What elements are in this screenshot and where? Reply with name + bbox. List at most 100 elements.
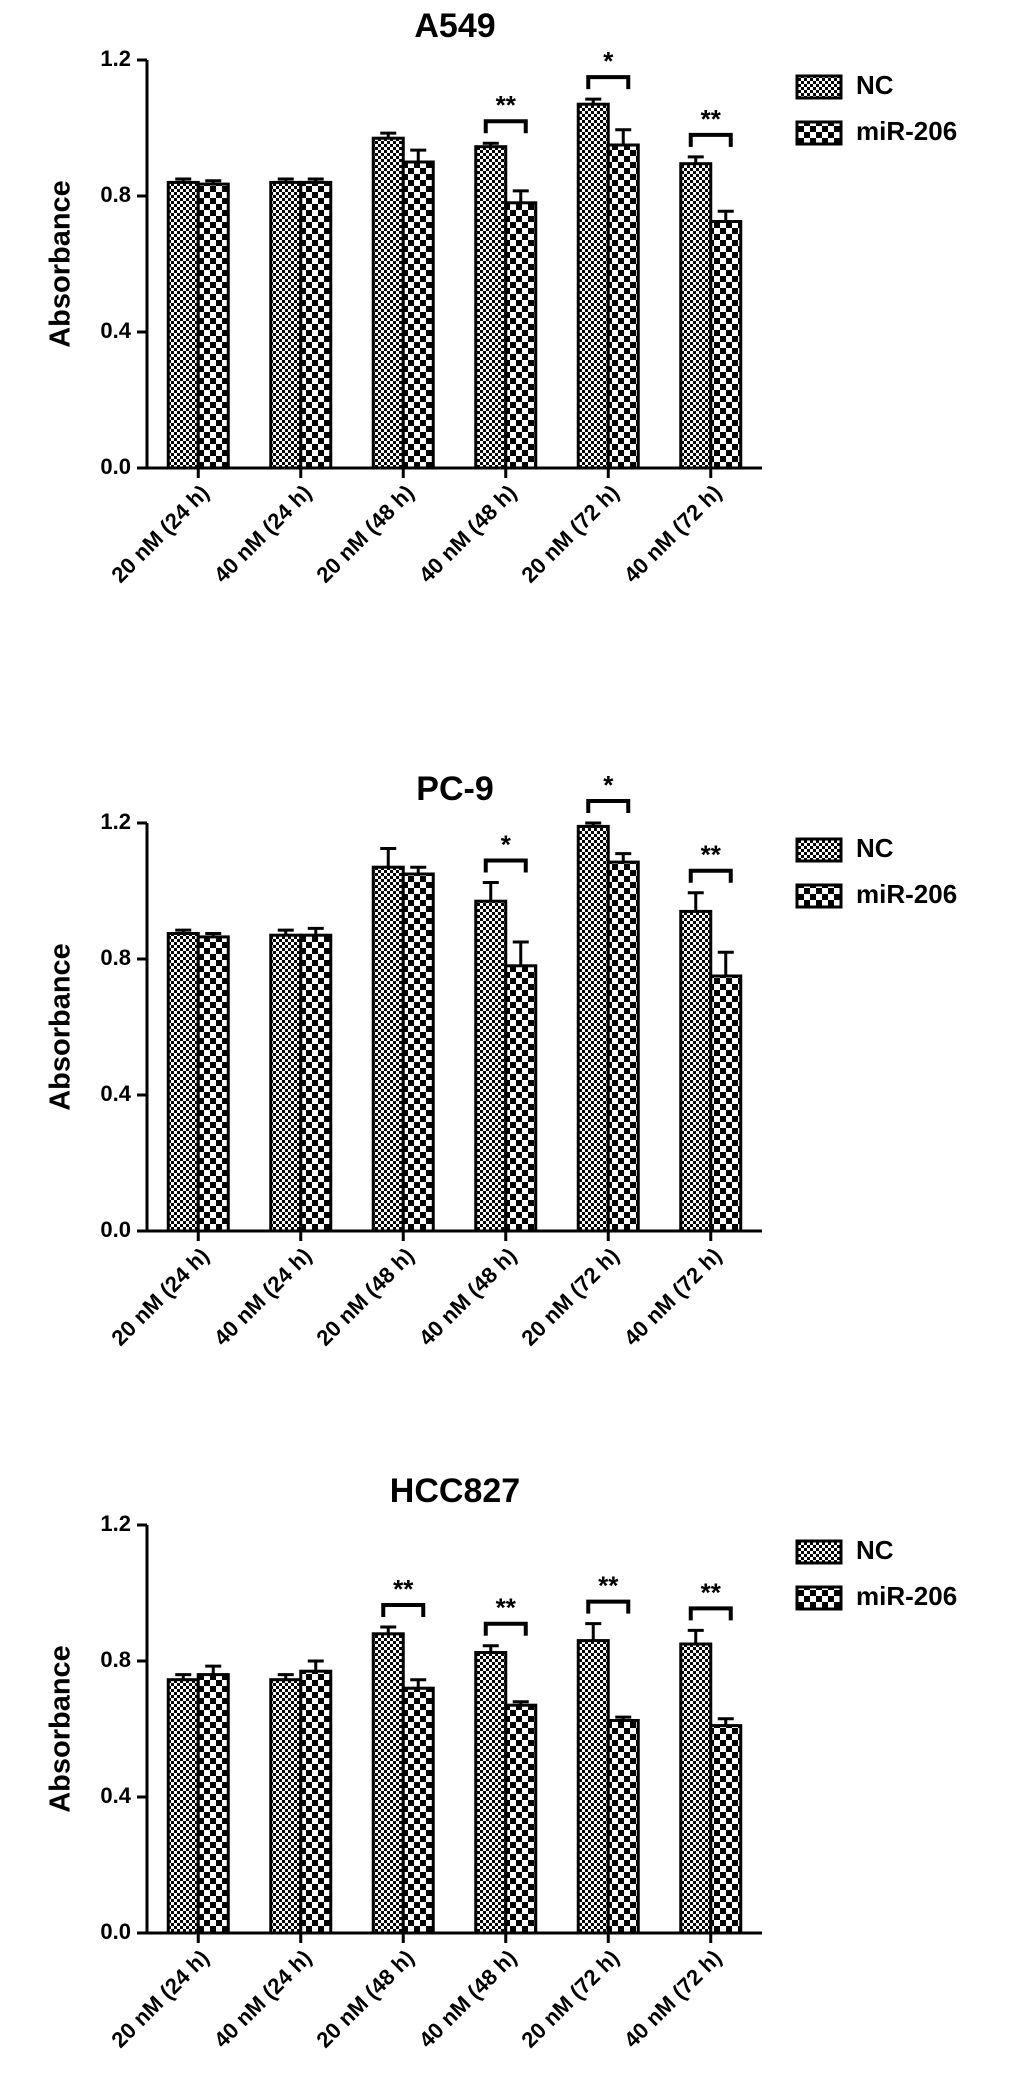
legend-label: NC xyxy=(856,1535,894,1565)
y-tick-label: 0.0 xyxy=(100,1217,131,1242)
x-tick-label: 40 nM (24 h) xyxy=(209,1945,317,2053)
y-tick-label: 0.4 xyxy=(100,318,131,343)
bar xyxy=(576,1639,610,1935)
significance-bracket xyxy=(483,119,528,134)
legend-swatch xyxy=(795,1585,843,1611)
error-bar xyxy=(307,1659,324,1672)
x-tick-label: 20 nM (72 h) xyxy=(516,480,624,588)
significance-label: ** xyxy=(496,90,517,120)
error-bar xyxy=(380,1625,397,1634)
significance-bracket xyxy=(483,1621,528,1636)
bar xyxy=(166,180,200,470)
x-tick-label: 20 nM (24 h) xyxy=(106,1243,214,1351)
x-tick-label: 20 nM (72 h) xyxy=(516,1945,624,2053)
error-bar xyxy=(307,177,324,183)
error-bar xyxy=(410,148,427,162)
error-bar xyxy=(585,97,602,105)
error-bar xyxy=(615,852,632,863)
x-tick-label: 20 nM (24 h) xyxy=(106,1945,214,2053)
error-bar xyxy=(717,950,734,976)
significance-label: ** xyxy=(701,104,722,134)
significance-label: ** xyxy=(598,1570,619,1600)
error-bar xyxy=(410,1678,427,1689)
bar xyxy=(709,1724,743,1935)
chart-title: HCC827 xyxy=(390,1472,520,1510)
legend-label: NC xyxy=(856,833,894,863)
x-tick-label: 20 nM (48 h) xyxy=(311,1945,419,2053)
error-bar xyxy=(175,1673,192,1680)
bar xyxy=(166,1678,200,1935)
bar xyxy=(576,102,610,470)
y-tick-label: 1.2 xyxy=(100,809,131,834)
bar xyxy=(606,1719,640,1935)
error-bar xyxy=(175,928,192,934)
legend-label: miR-206 xyxy=(856,116,957,146)
error-bar xyxy=(687,891,704,912)
x-tick-label: 20 nM (72 h) xyxy=(516,1243,624,1351)
legend-swatch xyxy=(795,837,843,863)
error-bar xyxy=(717,1717,734,1726)
significance-label: ** xyxy=(393,1574,414,1604)
error-bar xyxy=(277,928,294,936)
y-tick-label: 1.2 xyxy=(100,46,131,71)
error-bar xyxy=(380,131,397,139)
error-bar xyxy=(615,1715,632,1721)
y-tick-label: 0.4 xyxy=(100,1783,131,1808)
y-tick-label: 0.8 xyxy=(100,945,131,970)
y-tick-label: 0.8 xyxy=(100,182,131,207)
bar xyxy=(269,933,303,1233)
error-bar xyxy=(482,881,499,902)
bar xyxy=(709,220,743,470)
bar xyxy=(504,964,538,1233)
bar xyxy=(401,872,435,1233)
error-bar xyxy=(512,1700,529,1706)
significance-label: * xyxy=(501,829,512,859)
error-bar xyxy=(205,932,222,937)
significance-bracket xyxy=(381,1603,426,1617)
error-bar xyxy=(687,155,704,164)
error-bar xyxy=(482,1644,499,1653)
error-bar xyxy=(482,141,499,147)
error-bar xyxy=(585,1622,602,1641)
error-bar xyxy=(687,1628,704,1644)
x-tick-label: 20 nM (24 h) xyxy=(106,480,214,588)
bar xyxy=(576,824,610,1233)
bar xyxy=(709,974,743,1233)
significance-bracket xyxy=(586,75,631,90)
significance-bracket xyxy=(483,858,528,873)
significance-bracket xyxy=(688,1606,733,1621)
bar xyxy=(269,1678,303,1935)
bar xyxy=(371,1632,405,1935)
bar xyxy=(371,865,405,1233)
bar xyxy=(196,935,230,1233)
x-tick-label: 40 nM (48 h) xyxy=(414,480,522,588)
y-tick-label: 0.0 xyxy=(100,1919,131,1944)
bar xyxy=(269,180,303,470)
bar xyxy=(166,932,200,1233)
error-bar xyxy=(277,1673,294,1680)
error-bar xyxy=(380,847,397,868)
bar xyxy=(299,180,333,470)
error-bar xyxy=(307,926,324,936)
x-tick-label: 40 nM (72 h) xyxy=(619,1945,727,2053)
bar xyxy=(504,201,538,470)
error-bar xyxy=(205,179,222,185)
y-tick-label: 0.4 xyxy=(100,1081,131,1106)
y-axis-label: Absorbance xyxy=(45,1645,77,1813)
x-tick-label: 40 nM (72 h) xyxy=(619,480,727,588)
bar xyxy=(401,1686,435,1935)
error-bar xyxy=(277,177,294,183)
legend-swatch xyxy=(795,883,843,909)
y-tick-label: 0.0 xyxy=(100,454,131,479)
bar xyxy=(504,1703,538,1935)
error-bar xyxy=(615,128,632,145)
significance-bracket xyxy=(586,1599,631,1614)
bar xyxy=(196,1673,230,1935)
y-axis-label: Absorbance xyxy=(45,943,77,1111)
significance-label: * xyxy=(603,770,614,800)
legend-swatch xyxy=(795,74,843,100)
x-tick-label: 40 nM (24 h) xyxy=(209,480,317,588)
bar xyxy=(679,162,713,470)
error-bar xyxy=(512,189,529,203)
